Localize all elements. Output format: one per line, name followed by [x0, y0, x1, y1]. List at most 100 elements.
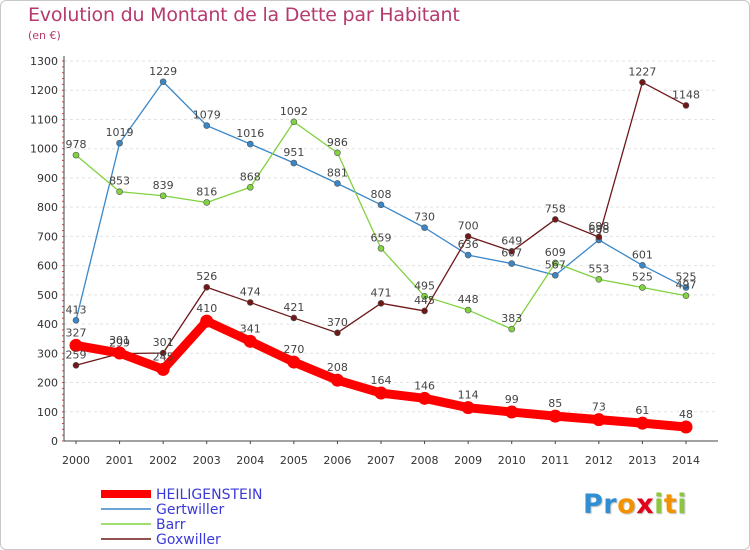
logo-letter: P [583, 489, 604, 520]
data-label: 146 [414, 379, 435, 392]
data-point [508, 247, 516, 255]
data-point [334, 149, 341, 157]
y-tick-label: 500 [37, 289, 58, 302]
data-point [159, 78, 167, 86]
data-point [639, 284, 646, 291]
legend-label: Gertwiller [156, 502, 224, 518]
data-point [595, 233, 603, 241]
x-tick-label: 2001 [106, 454, 134, 467]
data-point [113, 346, 127, 360]
proxiti-logo: Proxiti [583, 489, 687, 520]
data-point [639, 262, 646, 269]
data-label: 445 [414, 294, 435, 307]
data-point [203, 122, 211, 129]
data-point [72, 361, 80, 369]
data-label: 1079 [193, 109, 221, 122]
x-tick-label: 2013 [628, 454, 656, 467]
data-label: 758 [545, 202, 566, 215]
data-point [508, 325, 516, 333]
logo-letter: r [603, 489, 618, 520]
data-point [377, 245, 385, 252]
data-label: 986 [327, 136, 348, 149]
data-point [159, 192, 167, 200]
data-label: 301 [109, 334, 130, 347]
data-label: 1092 [280, 105, 308, 118]
data-point [548, 409, 562, 423]
data-point [287, 355, 301, 369]
chart-title: Evolution du Montant de la Dette par Hab… [28, 4, 460, 26]
data-label: 99 [505, 393, 519, 406]
data-label: 474 [240, 285, 261, 298]
logo-letter: i [654, 489, 664, 520]
x-tick-label: 2006 [323, 454, 351, 467]
data-label: 659 [371, 231, 392, 244]
data-point [464, 251, 472, 259]
data-point [682, 284, 690, 291]
series-line [75, 81, 687, 321]
data-label: 114 [458, 389, 479, 402]
x-tick-label: 2014 [672, 454, 700, 467]
data-label: 808 [371, 188, 392, 201]
data-point [116, 188, 123, 195]
data-label: 525 [632, 271, 653, 284]
y-tick-label: 400 [37, 318, 58, 331]
data-label: 259 [66, 348, 87, 361]
data-point [421, 224, 428, 231]
data-label: 1019 [106, 126, 134, 139]
data-point [505, 405, 519, 419]
data-point [290, 159, 298, 167]
data-point [243, 334, 257, 348]
x-tick-label: 2002 [149, 454, 177, 467]
data-point [203, 283, 211, 291]
y-tick-label: 200 [37, 377, 58, 390]
data-label: 1148 [672, 88, 700, 101]
data-label: 553 [588, 262, 609, 275]
axes: 0 100 200 300 400 500 600 700 800 900 1000 1100 1200… [30, 55, 718, 467]
data-point [203, 199, 211, 206]
data-label: 448 [458, 293, 479, 306]
data-label: 341 [240, 322, 261, 335]
data-point [682, 102, 690, 109]
data-point [418, 391, 432, 405]
data-label: 853 [109, 175, 130, 188]
data-label: 1227 [628, 65, 656, 78]
y-tick-label: 600 [37, 260, 58, 273]
x-tick-label: 2012 [585, 454, 613, 467]
data-point [374, 386, 388, 400]
data-label: 868 [240, 170, 261, 183]
data-point [72, 316, 80, 324]
data-point [461, 401, 475, 415]
data-point [551, 216, 559, 223]
y-tick-label: 100 [37, 406, 58, 419]
logo-letter: x [636, 489, 655, 520]
y-tick-label: 1300 [30, 55, 58, 68]
data-label: 688 [588, 223, 609, 236]
data-point [200, 314, 214, 328]
data-point [69, 338, 83, 352]
y-tick-label: 1000 [30, 143, 58, 156]
data-point [682, 292, 690, 300]
data-point [290, 314, 298, 322]
data-point [246, 183, 254, 191]
data-point [290, 118, 298, 126]
x-tick-label: 2000 [62, 454, 90, 467]
x-tick-label: 2010 [498, 454, 526, 467]
y-tick-label: 0 [51, 435, 58, 448]
data-label: 421 [283, 301, 304, 314]
data-point [508, 260, 516, 267]
chart-subtitle: (en €) [28, 29, 61, 42]
data-label: 497 [676, 279, 697, 292]
data-point [377, 300, 385, 307]
data-label: 730 [414, 211, 435, 224]
data-point [246, 140, 254, 148]
data-point [421, 293, 428, 300]
data-point [72, 151, 80, 159]
data-label: 301 [153, 336, 174, 349]
legend-label: HEILIGENSTEIN [156, 487, 262, 503]
legend-label: Goxwiller [156, 532, 221, 548]
data-label: 299 [109, 337, 130, 350]
data-label: 567 [545, 258, 566, 271]
x-tick-label: 2004 [236, 454, 264, 467]
